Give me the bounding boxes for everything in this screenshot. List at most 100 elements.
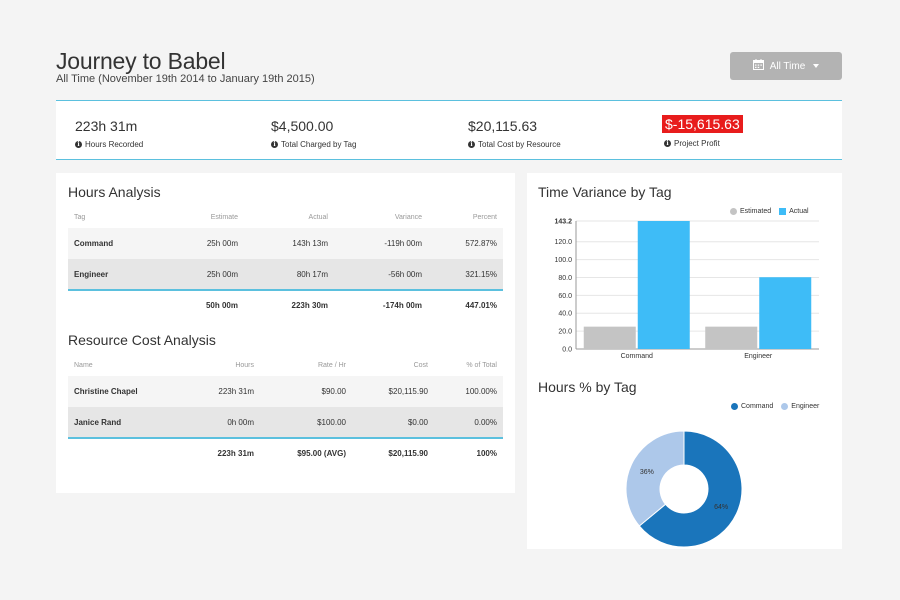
legend-item-actual[interactable]: Actual: [779, 208, 809, 215]
legend-swatch: [730, 208, 737, 215]
info-icon[interactable]: i: [271, 141, 278, 148]
kpi-value: 223h 31m: [75, 118, 138, 134]
table-row[interactable]: Command 25h 00m 143h 13m -119h 00m 572.8…: [68, 228, 503, 259]
column-header[interactable]: Hours: [235, 361, 254, 369]
cell-cost: $0.00: [352, 407, 434, 438]
slice-command: [638, 430, 743, 548]
total-variance: -174h 00m: [334, 289, 428, 320]
kpi-total-cost: $20,115.63 i Total Cost by Resource: [468, 117, 561, 149]
legend-swatch: [781, 403, 789, 410]
cell-pct: 100.00%: [434, 376, 503, 407]
x-tick-label: Command: [621, 353, 653, 360]
y-tick-label: 143.2: [554, 219, 572, 226]
cell-estimate: 25h 00m: [158, 259, 244, 290]
legend-swatch: [731, 403, 738, 410]
column-header[interactable]: Percent: [472, 213, 497, 221]
legend-label: Estimated: [740, 208, 772, 215]
cell-empty: [68, 437, 178, 468]
cell-percent: 321.15%: [428, 259, 503, 290]
kpi-value: $20,115.63: [468, 118, 538, 134]
info-icon[interactable]: i: [664, 140, 671, 147]
kpi-hours-recorded: 223h 31m i Hours Recorded: [75, 117, 143, 149]
kpi-label: Project Profit: [674, 139, 720, 148]
charts-panel: Time Variance by Tag Estimated Actual 14…: [527, 173, 842, 549]
cell-actual: 80h 17m: [244, 259, 334, 290]
date-range-button[interactable]: All Time: [730, 52, 842, 80]
kpi-value: $4,500.00: [271, 118, 334, 134]
cell-rate: $100.00: [260, 407, 352, 438]
cell-actual: 143h 13m: [244, 228, 334, 259]
y-tick-label: 60.0: [558, 293, 572, 300]
calendar-icon: [752, 59, 764, 73]
column-header[interactable]: Estimate: [210, 213, 238, 221]
total-percent: 447.01%: [428, 289, 503, 320]
y-tick-label: 120.0: [554, 239, 572, 246]
kpi-total-charged: $4,500.00 i Total Charged by Tag: [271, 117, 356, 149]
kpi-label: Hours Recorded: [85, 140, 144, 149]
total-hours: 223h 31m: [178, 437, 260, 468]
pie-chart-legend: Command Engineer: [731, 403, 819, 410]
legend-label: Engineer: [791, 403, 820, 410]
kpi-project-profit: $-15,615.63 i Project Profit: [662, 115, 743, 148]
column-header[interactable]: Cost: [413, 361, 428, 369]
total-pct: 100%: [434, 437, 503, 468]
bar-actual-engineer: [759, 277, 812, 349]
time-variance-title: Time Variance by Tag: [538, 184, 672, 200]
table-header: Tag Estimate Actual Variance Percent: [68, 206, 503, 228]
column-header[interactable]: Name: [74, 361, 93, 369]
bar-estimated-engineer: [705, 326, 758, 349]
info-icon[interactable]: i: [75, 141, 82, 148]
caret-down-icon: [813, 64, 820, 68]
legend-swatch: [779, 208, 787, 215]
legend-label: Actual: [789, 208, 809, 215]
column-header[interactable]: Variance: [394, 213, 422, 221]
cell-hours: 0h 00m: [178, 407, 260, 438]
legend-item-estimated[interactable]: Estimated: [730, 208, 771, 215]
page-subtitle: All Time (November 19th 2014 to January …: [56, 73, 315, 85]
bar-estimated-command: [583, 326, 636, 349]
cell-tag: Engineer: [68, 259, 158, 290]
legend-item-engineer[interactable]: Engineer: [781, 403, 819, 410]
cell-cost: $20,115.90: [352, 376, 434, 407]
page-title: Journey to Babel: [56, 48, 226, 74]
table-row[interactable]: Janice Rand 0h 00m $100.00 $0.00 0.00%: [68, 407, 503, 438]
kpi-value-negative: $-15,615.63: [662, 115, 743, 133]
cell-empty: [68, 289, 158, 320]
column-header[interactable]: Actual: [308, 213, 328, 221]
total-rate: $95.00 (AVG): [260, 437, 352, 468]
total-actual: 223h 30m: [244, 289, 334, 320]
kpi-label: Total Cost by Resource: [478, 140, 561, 149]
analysis-panel: Hours Analysis Tag Estimate Actual Varia…: [56, 173, 515, 493]
total-cost: $20,115.90: [352, 437, 434, 468]
cell-tag: Command: [68, 228, 158, 259]
kpi-label: Total Charged by Tag: [281, 140, 357, 149]
column-header[interactable]: % of Total: [466, 361, 497, 369]
cell-variance: -119h 00m: [334, 228, 428, 259]
table-row[interactable]: Christine Chapel 223h 31m $90.00 $20,115…: [68, 376, 503, 407]
hours-pct-title: Hours % by Tag: [538, 379, 637, 395]
y-tick-label: 80.0: [558, 275, 572, 282]
column-header[interactable]: Rate / Hr: [317, 361, 346, 369]
date-range-label: All Time: [769, 60, 806, 72]
table-total-row: 50h 00m 223h 30m -174h 00m 447.01%: [68, 289, 503, 320]
legend-label: Command: [741, 403, 774, 410]
bar-actual-command: [637, 221, 690, 349]
slice-label: 64%: [714, 504, 728, 511]
y-tick-label: 0.0: [562, 347, 572, 354]
info-icon[interactable]: i: [468, 141, 475, 148]
cell-variance: -56h 00m: [334, 259, 428, 290]
hours-analysis-title: Hours Analysis: [68, 184, 161, 200]
column-header[interactable]: Tag: [74, 213, 86, 221]
legend-item-command[interactable]: Command: [731, 403, 773, 410]
cell-hours: 223h 31m: [178, 376, 260, 407]
kpi-bar: 223h 31m i Hours Recorded $4,500.00 i Tota…: [56, 100, 842, 160]
resource-cost-title: Resource Cost Analysis: [68, 332, 216, 348]
table-row[interactable]: Engineer 25h 00m 80h 17m -56h 00m 321.15…: [68, 259, 503, 290]
cell-rate: $90.00: [260, 376, 352, 407]
cell-pct: 0.00%: [434, 407, 503, 438]
slice-label: 36%: [640, 469, 654, 476]
table-header: Name Hours Rate / Hr Cost % of Total: [68, 354, 503, 376]
cell-estimate: 25h 00m: [158, 228, 244, 259]
resource-cost-table: Name Hours Rate / Hr Cost % of Total Chr…: [68, 354, 503, 468]
table-total-row: 223h 31m $95.00 (AVG) $20,115.90 100%: [68, 437, 503, 468]
